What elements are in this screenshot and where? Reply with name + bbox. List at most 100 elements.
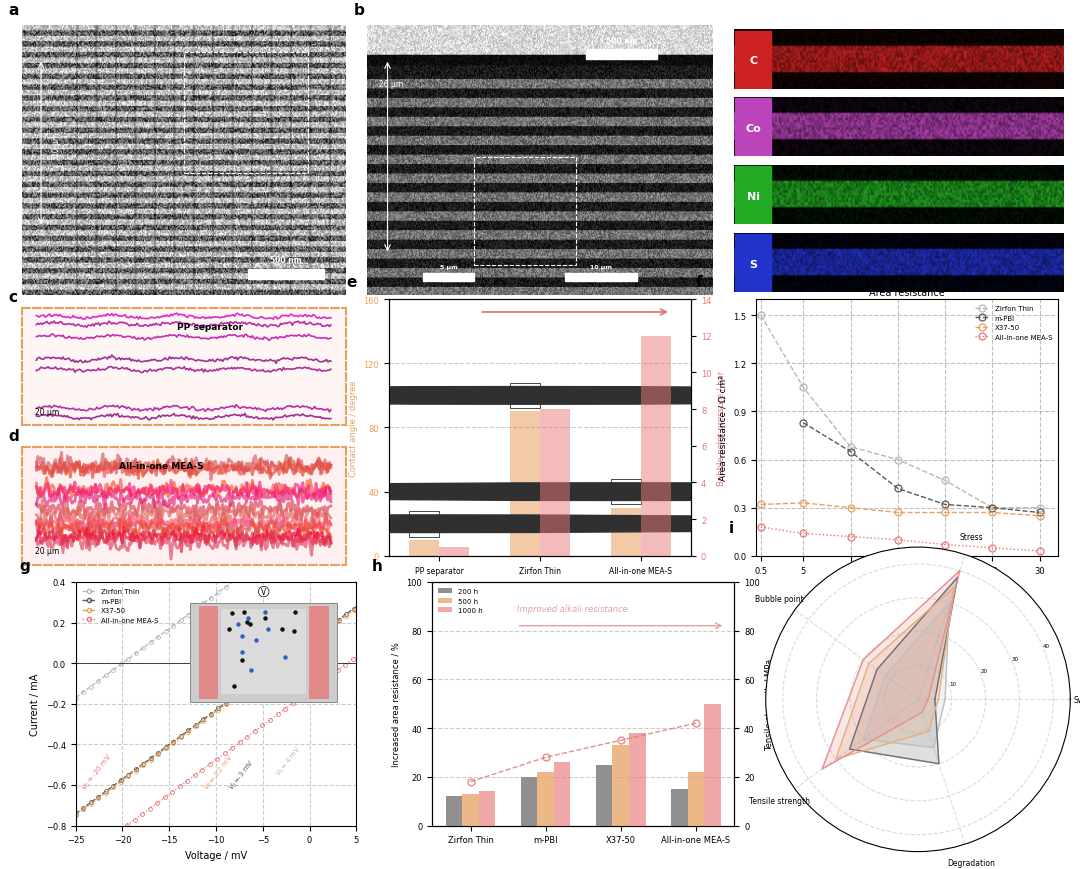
Bar xyxy=(462,794,478,826)
Bar xyxy=(612,746,629,826)
Bar xyxy=(409,541,440,556)
m-PBI xyxy=(797,418,810,428)
Bar xyxy=(704,704,720,826)
All-in-one MEA-S xyxy=(1032,546,1045,556)
m-PBI xyxy=(845,447,858,457)
Text: f: f xyxy=(696,275,702,290)
Bar xyxy=(184,53,308,174)
Title: Area resistance: Area resistance xyxy=(869,288,945,298)
Text: C: C xyxy=(750,56,757,66)
All-in-one MEA-S xyxy=(986,543,999,554)
X37-50 xyxy=(754,500,767,510)
Legend: Zirfon Thin, m-PBI, X37-50, All-in-one MEA-S: Zirfon Thin, m-PBI, X37-50, All-in-one M… xyxy=(972,303,1055,343)
Text: 500 nm: 500 nm xyxy=(270,256,302,265)
Zirfon Thin xyxy=(891,454,904,465)
X37-50 xyxy=(845,503,858,514)
Zirfon Thin xyxy=(1032,503,1045,514)
Circle shape xyxy=(0,515,978,533)
Bar xyxy=(423,274,474,282)
Text: 26 μm: 26 μm xyxy=(379,80,404,89)
Bar xyxy=(610,508,640,556)
Bar xyxy=(446,796,462,826)
Text: g: g xyxy=(19,558,30,573)
Bar xyxy=(735,99,771,158)
Text: 5 μm: 5 μm xyxy=(440,264,458,269)
Text: 500 nm: 500 nm xyxy=(606,36,637,45)
Text: e: e xyxy=(347,275,356,290)
All-in-one MEA-S xyxy=(797,528,810,539)
Y-axis label: Increased area resistance / %: Increased area resistance / % xyxy=(392,641,401,766)
X37-50 xyxy=(797,498,810,508)
Polygon shape xyxy=(863,603,949,747)
Text: h: h xyxy=(372,558,382,573)
Text: a: a xyxy=(9,3,19,18)
m-PBI xyxy=(939,500,951,510)
Y-axis label: Area resistance / Ω cm²: Area resistance / Ω cm² xyxy=(718,375,728,481)
Bar xyxy=(735,31,771,90)
Text: S: S xyxy=(750,260,757,269)
All-in-one MEA-S xyxy=(754,522,767,533)
Text: 20 μm: 20 μm xyxy=(35,407,58,416)
Bar xyxy=(640,336,671,556)
Circle shape xyxy=(0,387,1079,405)
Bar xyxy=(735,235,771,294)
Text: $V_0$$\approx$-20 mV: $V_0$$\approx$-20 mV xyxy=(80,752,116,793)
Bar xyxy=(510,412,540,556)
Circle shape xyxy=(71,483,1080,501)
Bar xyxy=(671,789,688,826)
Y-axis label: Current / mA: Current / mA xyxy=(30,673,40,735)
Line: Zirfon Thin: Zirfon Thin xyxy=(757,312,1043,512)
Text: All-in-one MEA-S: All-in-one MEA-S xyxy=(119,461,203,471)
Bar xyxy=(248,270,324,279)
Bar xyxy=(629,733,646,826)
Polygon shape xyxy=(850,577,958,764)
X-axis label: Voltage / mV: Voltage / mV xyxy=(185,850,247,859)
Zirfon Thin xyxy=(797,382,810,393)
Bar xyxy=(510,383,540,408)
Bar xyxy=(610,480,640,505)
Zirfon Thin xyxy=(754,310,767,321)
All-in-one MEA-S xyxy=(939,540,951,550)
Zirfon Thin xyxy=(845,442,858,453)
Line: All-in-one MEA-S: All-in-one MEA-S xyxy=(757,524,1043,554)
Legend: 200 h, 500 h, 1000 h: 200 h, 500 h, 1000 h xyxy=(435,586,485,616)
Polygon shape xyxy=(836,587,955,760)
Bar xyxy=(478,792,496,826)
Bar xyxy=(540,409,570,556)
Bar xyxy=(554,762,570,826)
m-PBI xyxy=(1032,507,1045,518)
Text: $V_0$= 4 mV: $V_0$= 4 mV xyxy=(274,743,305,778)
Bar xyxy=(596,765,612,826)
Line: m-PBI: m-PBI xyxy=(800,420,1043,516)
Text: c: c xyxy=(9,289,17,304)
m-PBI xyxy=(986,503,999,514)
X-axis label: KOH solution concentration / wt.%: KOH solution concentration / wt.% xyxy=(829,580,985,589)
All-in-one MEA-S xyxy=(891,535,904,546)
Bar xyxy=(566,274,636,282)
Text: Improved alkali resistance: Improved alkali resistance xyxy=(516,605,627,614)
Line: X37-50: X37-50 xyxy=(757,500,1043,520)
Y-axis label: Bubble point pressure / bar: Bubble point pressure / bar xyxy=(717,370,726,486)
Text: 20 μm: 20 μm xyxy=(35,546,58,555)
Text: Co: Co xyxy=(745,124,761,134)
Bar xyxy=(521,777,538,826)
Zirfon Thin xyxy=(986,503,999,514)
m-PBI xyxy=(891,484,904,494)
Text: PP separator: PP separator xyxy=(177,322,243,332)
Text: $V_0$=-3 mV: $V_0$=-3 mV xyxy=(227,757,258,793)
Bar xyxy=(585,50,657,60)
Bar xyxy=(538,772,554,826)
X37-50 xyxy=(939,507,951,518)
Text: d: d xyxy=(9,428,19,443)
Text: $V_0$=-3.2 mV: $V_0$=-3.2 mV xyxy=(202,752,237,793)
Zirfon Thin xyxy=(939,475,951,486)
Polygon shape xyxy=(822,571,960,769)
X37-50 xyxy=(1032,511,1045,521)
Text: Ni: Ni xyxy=(747,192,760,202)
Text: 20 μm: 20 μm xyxy=(52,132,60,156)
All-in-one MEA-S xyxy=(845,532,858,542)
Bar xyxy=(440,547,470,556)
X37-50 xyxy=(986,507,999,518)
Text: i: i xyxy=(729,521,734,535)
X37-50 xyxy=(891,507,904,518)
